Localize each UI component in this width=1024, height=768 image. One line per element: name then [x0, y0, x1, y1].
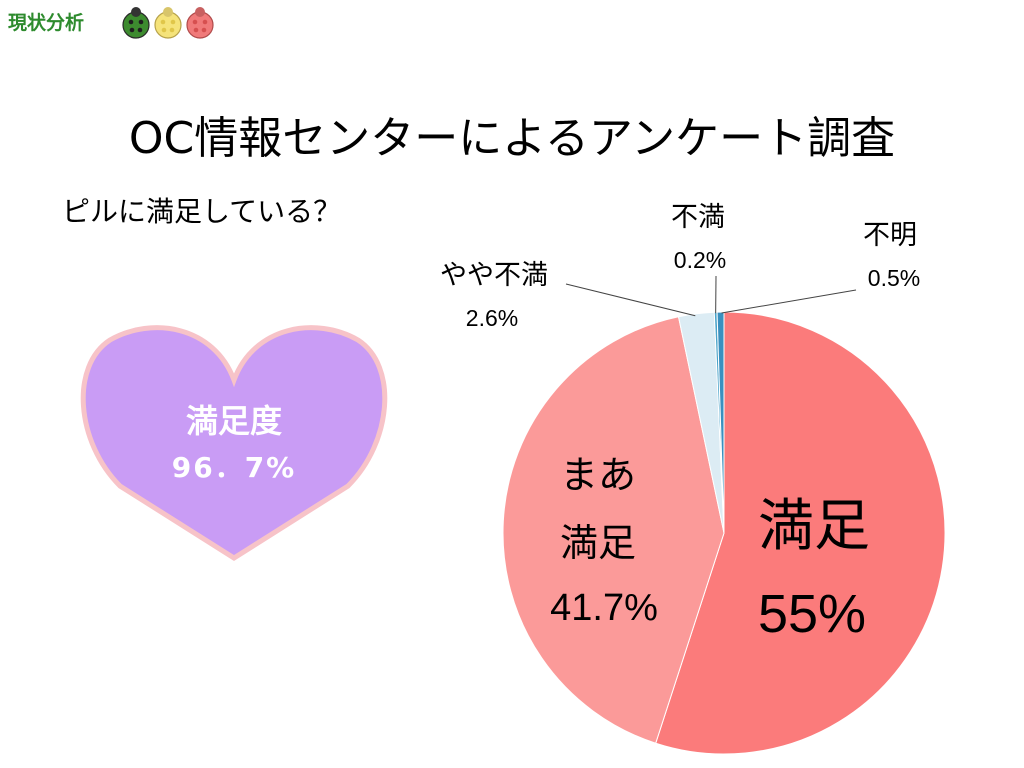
slice-label-5: 不明 [863, 220, 917, 250]
slice-percent-5: 0.5% [868, 265, 920, 291]
leader-line-3 [565, 283, 696, 317]
slice-label-2-line-1: まあ [560, 455, 636, 497]
satisfaction-value: 96．7% [171, 451, 297, 484]
slice-percent-1: 55% [758, 584, 866, 644]
slice-percent-3: 2.6% [466, 305, 518, 331]
slice-label-1: 満足 [758, 494, 870, 557]
pie-slice-5 [716, 311, 725, 534]
slice-label-3: やや不満 [440, 260, 548, 290]
ladybug-icon-yellow [154, 7, 182, 39]
pie-slice-1 [655, 311, 946, 755]
heart-shape [80, 325, 388, 561]
pie-slice-2 [502, 316, 725, 744]
heart-icon [80, 325, 388, 561]
slice-percent-2: 41.7% [550, 587, 658, 629]
leader-line-5 [721, 289, 857, 314]
satisfaction-label: 満足度 [185, 402, 282, 440]
slice-label-4: 不満 [671, 202, 725, 232]
slice-percent-4: 0.2% [674, 247, 726, 273]
survey-question: ピルに満足している？ [62, 195, 342, 228]
ladybug-decoration [122, 7, 214, 39]
slide-title: OC情報センターによるアンケート調査 [128, 113, 896, 164]
ladybug-icon-red [186, 7, 214, 39]
slice-label-2-line-2: 満足 [560, 523, 636, 565]
ladybug-icon-green [122, 7, 150, 39]
section-label: 現状分析 [8, 12, 85, 34]
